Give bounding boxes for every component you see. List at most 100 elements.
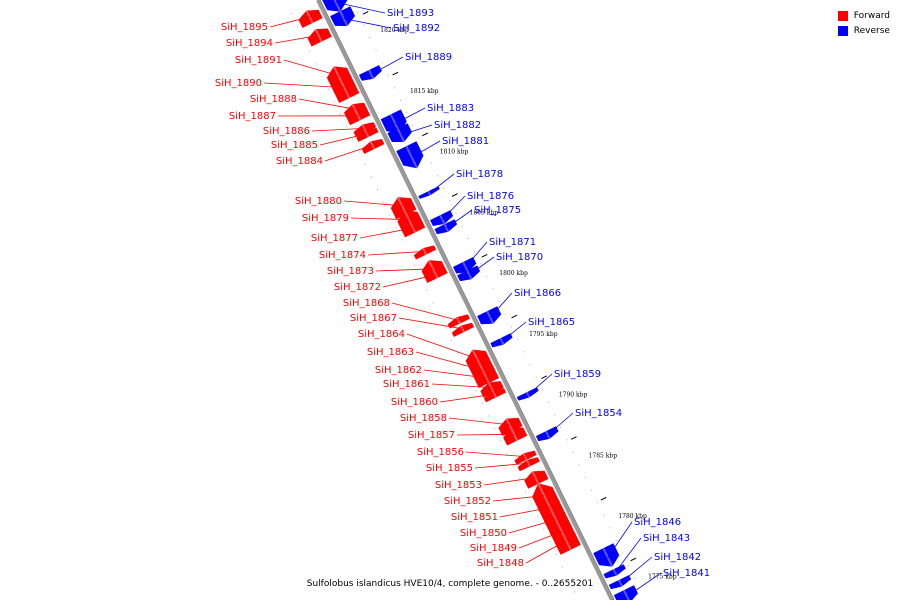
reverse-gene-arrow[interactable] — [396, 141, 424, 169]
reverse-gene-label[interactable]: SiH_1875 — [474, 205, 521, 216]
forward-leader-line — [439, 393, 495, 403]
forward-leader-line — [298, 98, 355, 110]
reverse-gene-label[interactable]: SiH_1893 — [387, 8, 434, 19]
forward-gene-label[interactable]: SiH_1857 — [408, 430, 455, 441]
forward-gene-label[interactable]: SiH_1886 — [263, 126, 310, 137]
forward-gene-arrow[interactable] — [514, 450, 537, 465]
forward-gene-label[interactable]: SiH_1872 — [334, 282, 381, 293]
reverse-gene-label[interactable]: SiH_1843 — [643, 533, 690, 544]
forward-leader-line — [269, 16, 310, 28]
forward-leader-line — [283, 59, 339, 76]
forward-gene-arrow[interactable] — [390, 197, 417, 220]
reverse-gene-label[interactable]: SiH_1889 — [405, 52, 452, 63]
forward-gene-label[interactable]: SiH_1890 — [215, 78, 262, 89]
reverse-gene-arrow[interactable] — [457, 265, 481, 282]
reverse-gene-arrow[interactable] — [434, 219, 458, 235]
tick-mark — [570, 436, 577, 440]
reverse-gene-arrow[interactable] — [535, 426, 559, 442]
forward-gene-label[interactable]: SiH_1885 — [271, 140, 318, 151]
forward-gene-label[interactable]: SiH_1868 — [343, 298, 390, 309]
forward-gene-arrow[interactable] — [307, 28, 332, 47]
forward-gene-arrow-shade — [338, 76, 351, 99]
tick-label: 1815 kbp — [410, 88, 439, 95]
reverse-gene-arrow[interactable] — [322, 0, 348, 12]
forward-gene-label[interactable]: SiH_1850 — [460, 528, 507, 539]
reverse-gene-label[interactable]: SiH_1859 — [554, 369, 601, 380]
forward-gene-arrow[interactable] — [447, 314, 470, 329]
forward-gene-label[interactable]: SiH_1849 — [470, 543, 517, 554]
reverse-gene-arrow[interactable] — [387, 123, 412, 143]
forward-gene-arrow[interactable] — [298, 9, 323, 28]
forward-gene-label[interactable]: SiH_1867 — [350, 313, 397, 324]
forward-gene-label[interactable]: SiH_1877 — [311, 233, 358, 244]
reverse-leader-line — [400, 124, 433, 136]
reverse-leader-line — [411, 140, 441, 158]
tick-label: 1820 kbp — [380, 27, 409, 34]
reverse-gene-label[interactable]: SiH_1892 — [393, 23, 440, 34]
forward-gene-label[interactable]: SiH_1848 — [477, 558, 524, 569]
reverse-gene-arrow[interactable] — [358, 65, 382, 81]
forward-gene-label[interactable]: SiH_1879 — [302, 213, 349, 224]
forward-gene-label[interactable]: SiH_1852 — [444, 496, 491, 507]
reverse-leader-line — [335, 2, 386, 14]
forward-gene-arrow[interactable] — [503, 427, 528, 446]
forward-gene-label[interactable]: SiH_1888 — [250, 94, 297, 105]
tick-mark — [451, 193, 458, 197]
forward-leader-line — [518, 531, 562, 549]
reverse-gene-arrow[interactable] — [477, 306, 502, 325]
reverse-gene-arrow[interactable] — [330, 6, 356, 27]
reverse-leader-line — [527, 373, 553, 396]
forward-gene-label[interactable]: SiH_1864 — [358, 329, 405, 340]
forward-gene-arrow[interactable] — [402, 221, 426, 238]
reverse-leader-line — [614, 537, 642, 573]
reverse-gene-label[interactable]: SiH_1883 — [427, 103, 474, 114]
reverse-gene-arrow[interactable] — [593, 543, 620, 567]
reverse-gene-label[interactable]: SiH_1841 — [663, 568, 710, 579]
reverse-gene-label[interactable]: SiH_1882 — [434, 120, 481, 131]
reverse-gene-label[interactable]: SiH_1842 — [654, 552, 701, 563]
forward-gene-label[interactable]: SiH_1851 — [451, 512, 498, 523]
forward-gene-arrow[interactable] — [524, 470, 549, 489]
reverse-gene-label[interactable]: SiH_1871 — [489, 237, 536, 248]
reverse-gene-label[interactable]: SiH_1881 — [442, 136, 489, 147]
forward-gene-label[interactable]: SiH_1862 — [375, 365, 422, 376]
forward-leader-line — [359, 227, 414, 239]
forward-gene-label[interactable]: SiH_1880 — [295, 196, 342, 207]
forward-gene-label[interactable]: SiH_1863 — [367, 347, 414, 358]
forward-gene-label[interactable]: SiH_1873 — [327, 266, 374, 277]
reverse-gene-label[interactable]: SiH_1878 — [456, 169, 503, 180]
reverse-gene-label[interactable]: SiH_1876 — [467, 191, 514, 202]
forward-gene-label[interactable]: SiH_1887 — [229, 111, 276, 122]
legend: Forward Reverse — [837, 8, 890, 38]
forward-gene-label[interactable]: SiH_1858 — [400, 413, 447, 424]
forward-gene-label[interactable]: SiH_1894 — [226, 38, 273, 49]
forward-gene-arrow[interactable] — [425, 268, 448, 283]
legend-item-forward: Forward — [837, 8, 890, 23]
forward-gene-arrow[interactable] — [356, 127, 379, 142]
forward-gene-arrow[interactable] — [498, 417, 523, 436]
forward-gene-label[interactable]: SiH_1853 — [435, 480, 482, 491]
forward-gene-arrow[interactable] — [451, 322, 475, 337]
forward-gene-label[interactable]: SiH_1861 — [383, 379, 430, 390]
reverse-gene-label[interactable]: SiH_1866 — [514, 288, 561, 299]
forward-gene-label[interactable]: SiH_1884 — [276, 156, 323, 167]
reverse-gene-arrow[interactable] — [613, 585, 638, 600]
forward-gene-label[interactable]: SiH_1895 — [221, 22, 268, 33]
tick-label: 1790 kbp — [559, 392, 588, 399]
forward-gene-label[interactable]: SiH_1860 — [391, 397, 438, 408]
forward-gene-label[interactable]: SiH_1855 — [426, 463, 473, 474]
forward-gene-arrow[interactable] — [332, 77, 360, 103]
forward-gene-label[interactable]: SiH_1891 — [235, 55, 282, 66]
forward-leader-line — [492, 495, 545, 502]
forward-gene-arrow[interactable] — [361, 138, 385, 154]
reverse-gene-label[interactable]: SiH_1870 — [496, 252, 543, 263]
reverse-gene-label[interactable]: SiH_1854 — [575, 408, 622, 419]
tick-mark — [541, 375, 547, 380]
tick-label: 1805 kbp — [470, 209, 499, 216]
forward-gene-label[interactable]: SiH_1856 — [417, 447, 464, 458]
forward-gene-arrow[interactable] — [554, 531, 581, 555]
reverse-gene-label[interactable]: SiH_1865 — [528, 317, 575, 328]
reverse-gene-label[interactable]: SiH_1846 — [634, 517, 681, 528]
forward-gene-label[interactable]: SiH_1874 — [319, 250, 366, 261]
